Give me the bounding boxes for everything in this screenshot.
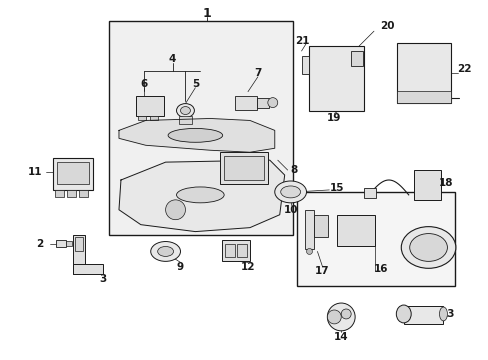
- Bar: [73, 264, 103, 274]
- Polygon shape: [119, 118, 274, 152]
- Bar: [237, 243, 246, 257]
- Bar: [224, 156, 264, 180]
- Bar: [224, 243, 235, 257]
- Text: 15: 15: [329, 183, 344, 193]
- Bar: [396, 91, 450, 103]
- Bar: [57, 162, 89, 184]
- Ellipse shape: [150, 242, 180, 261]
- Text: 13: 13: [440, 309, 455, 319]
- Text: 5: 5: [191, 79, 199, 89]
- Bar: [364, 188, 375, 198]
- Bar: [256, 98, 268, 108]
- Circle shape: [341, 309, 350, 319]
- Bar: [79, 190, 88, 197]
- Bar: [67, 190, 76, 197]
- Ellipse shape: [180, 107, 190, 114]
- Ellipse shape: [157, 247, 173, 256]
- Bar: [301, 56, 309, 74]
- Ellipse shape: [168, 129, 222, 142]
- Text: 10: 10: [283, 205, 297, 215]
- Bar: [350, 51, 362, 66]
- Bar: [178, 117, 192, 125]
- Text: 6: 6: [140, 79, 147, 89]
- Ellipse shape: [401, 227, 455, 268]
- Text: 3: 3: [99, 274, 106, 284]
- Bar: [396, 43, 450, 103]
- Bar: [296, 192, 454, 286]
- Bar: [66, 240, 72, 247]
- Text: 4: 4: [168, 54, 176, 64]
- Ellipse shape: [274, 181, 306, 203]
- Text: 19: 19: [326, 113, 341, 123]
- Circle shape: [267, 98, 277, 108]
- Bar: [136, 96, 163, 116]
- Ellipse shape: [280, 186, 300, 198]
- Text: 21: 21: [295, 36, 309, 46]
- Text: 22: 22: [456, 64, 470, 74]
- Circle shape: [165, 200, 185, 220]
- Ellipse shape: [409, 234, 447, 261]
- Ellipse shape: [326, 303, 354, 331]
- Circle shape: [306, 248, 312, 255]
- Bar: [304, 210, 314, 249]
- Bar: [337, 215, 374, 247]
- Ellipse shape: [176, 104, 194, 117]
- Text: 1: 1: [203, 7, 211, 20]
- Text: 9: 9: [177, 262, 183, 272]
- Bar: [309, 46, 364, 111]
- Text: 7: 7: [254, 68, 261, 78]
- Text: 16: 16: [373, 264, 387, 274]
- Text: 17: 17: [314, 266, 329, 276]
- Polygon shape: [119, 160, 284, 231]
- Bar: [53, 158, 93, 190]
- Ellipse shape: [176, 187, 224, 203]
- Bar: [55, 190, 64, 197]
- Text: 12: 12: [240, 262, 255, 272]
- Bar: [138, 116, 145, 121]
- Text: 20: 20: [379, 21, 393, 31]
- Ellipse shape: [395, 305, 410, 323]
- Bar: [220, 152, 267, 184]
- Bar: [73, 235, 85, 274]
- Text: 18: 18: [438, 178, 453, 188]
- Circle shape: [326, 310, 341, 324]
- Bar: [75, 237, 83, 251]
- Bar: [222, 239, 249, 261]
- Bar: [314, 215, 327, 237]
- Bar: [109, 21, 292, 235]
- Bar: [413, 170, 441, 200]
- Bar: [56, 239, 66, 247]
- Bar: [149, 116, 157, 121]
- Bar: [403, 306, 443, 324]
- Text: 2: 2: [36, 239, 43, 248]
- Ellipse shape: [439, 307, 447, 321]
- Text: 11: 11: [27, 167, 42, 177]
- Text: 8: 8: [289, 165, 297, 175]
- Text: 14: 14: [333, 332, 348, 342]
- Bar: [235, 96, 256, 109]
